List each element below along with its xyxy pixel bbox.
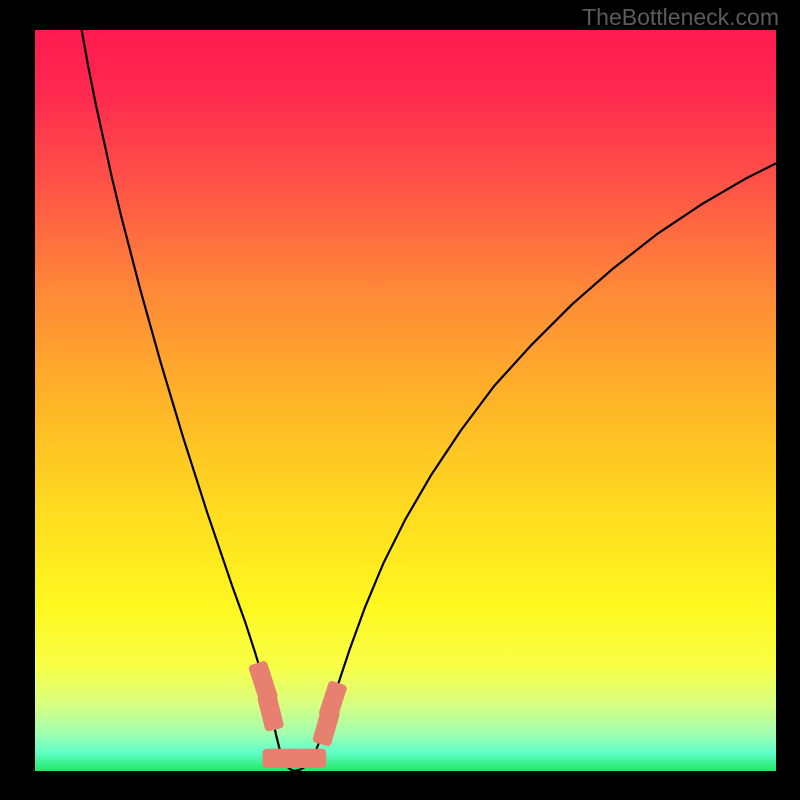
curve-right	[294, 163, 776, 771]
valley-marker	[318, 680, 348, 721]
watermark-text: TheBottleneck.com	[582, 4, 779, 31]
plot-area	[35, 30, 776, 771]
chart-svg	[35, 30, 776, 771]
curve-left	[82, 30, 295, 771]
valley-marker	[289, 749, 326, 768]
valley-marker	[257, 691, 285, 732]
